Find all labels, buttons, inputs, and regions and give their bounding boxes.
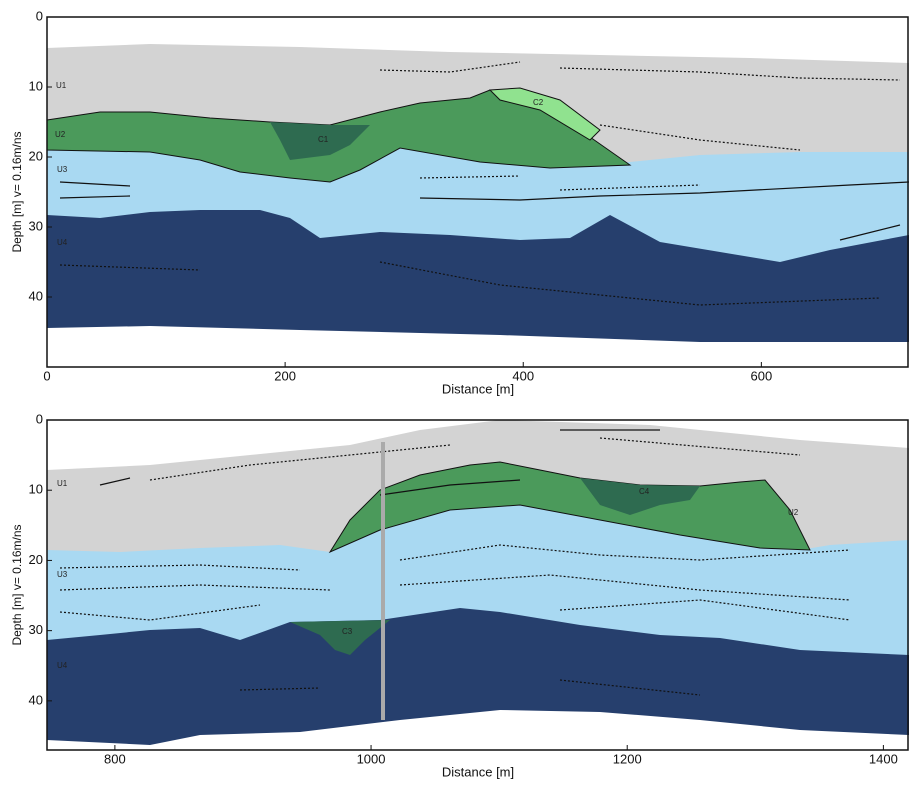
unit-label: C2: [533, 98, 544, 107]
unit-label: U4: [57, 661, 68, 670]
x-axis-label: Distance [m]: [442, 764, 514, 779]
x-tick-label: 400: [512, 368, 534, 383]
unit-label: U3: [57, 570, 68, 579]
y-axis-label: Depth [m] v= 0.16m/ns: [10, 131, 24, 252]
y-tick-label: 0: [36, 411, 43, 426]
y-tick-label: 40: [29, 692, 43, 707]
unit-label: U1: [56, 81, 67, 90]
x-tick-label: 800: [104, 751, 126, 766]
unit-label: U1: [57, 479, 68, 488]
unit-label: U2: [55, 130, 66, 139]
x-tick-label: 1200: [613, 751, 642, 766]
unit-label: U4: [57, 238, 68, 247]
unit-label: C1: [318, 135, 329, 144]
section-top: [47, 44, 909, 367]
y-tick-label: 20: [29, 148, 43, 163]
y-tick-label: 40: [29, 288, 43, 303]
y-tick-label: 20: [29, 552, 43, 567]
unit-label: C3: [342, 627, 353, 636]
y-tick-label: 0: [36, 8, 43, 23]
unit-label: C4: [639, 487, 650, 496]
unit-label: U3: [57, 165, 68, 174]
section-bottom: [47, 420, 909, 750]
x-tick-label: 0: [43, 368, 50, 383]
x-tick-label: 1400: [869, 751, 898, 766]
unit-label: U2: [788, 508, 799, 517]
y-tick-label: 30: [29, 622, 43, 637]
x-tick-label: 1000: [357, 751, 386, 766]
y-tick-label: 30: [29, 218, 43, 233]
y-tick-label: 10: [29, 78, 43, 93]
figure: 0200400600010203040Distance [m]Depth [m]…: [0, 0, 909, 801]
x-tick-label: 600: [751, 368, 773, 383]
x-axis-label: Distance [m]: [442, 381, 514, 396]
y-axis-label: Depth [m] v= 0.16m/ns: [10, 524, 24, 645]
x-tick-label: 200: [274, 368, 296, 383]
y-tick-label: 10: [29, 482, 43, 497]
